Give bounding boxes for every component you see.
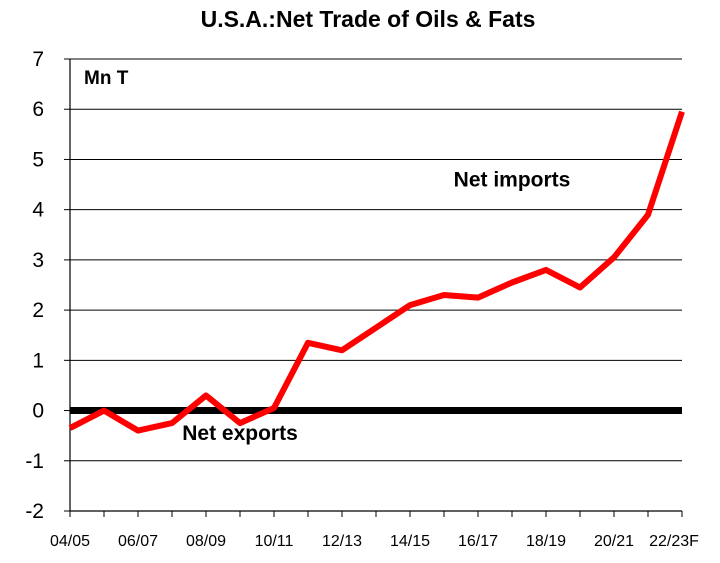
x-tick-label: 06/07 xyxy=(118,533,158,550)
x-tick-label: 12/13 xyxy=(322,533,362,550)
y-tick-label: 5 xyxy=(32,148,44,171)
series xyxy=(68,110,685,434)
x-tick-label: 18/19 xyxy=(526,533,566,550)
annotations: Net imports Net exports xyxy=(182,169,570,446)
axes xyxy=(69,59,682,512)
x-tick-label: 04/05 xyxy=(50,533,90,550)
y-tick-label: 1 xyxy=(32,349,44,372)
y-tick-label: 6 xyxy=(32,98,44,121)
x-tick-label: 14/15 xyxy=(390,533,430,550)
x-tick-label: 10/11 xyxy=(255,533,294,550)
y-tick-label: 0 xyxy=(32,400,44,423)
x-tick-label: 22/23F xyxy=(649,533,699,550)
x-tick-label: 20/21 xyxy=(594,533,634,550)
annotation-net-imports: Net imports xyxy=(454,169,571,192)
series-line xyxy=(68,110,685,434)
y-tick-label: -2 xyxy=(25,500,44,523)
x-tick-label: 16/17 xyxy=(458,533,498,550)
gridlines xyxy=(70,58,682,512)
chart-title: U.S.A.:Net Trade of Oils & Fats xyxy=(201,6,536,32)
x-tick-label: 08/09 xyxy=(186,533,226,550)
y-tick-label: -1 xyxy=(25,450,44,473)
y-tick-label: 2 xyxy=(32,299,44,322)
annotation-net-exports: Net exports xyxy=(182,422,298,445)
x-axis-ticks: 04/05 06/07 08/09 10/11 12/13 14/15 16/17 18/19… xyxy=(50,511,699,550)
y-axis-ticks: 7 6 5 4 3 2 1 0 -1 -2 xyxy=(25,48,70,523)
y-tick-label: 3 xyxy=(32,249,44,272)
unit-label: Mn T xyxy=(84,68,129,89)
y-tick-label: 7 xyxy=(32,48,44,71)
y-tick-label: 4 xyxy=(32,199,44,222)
